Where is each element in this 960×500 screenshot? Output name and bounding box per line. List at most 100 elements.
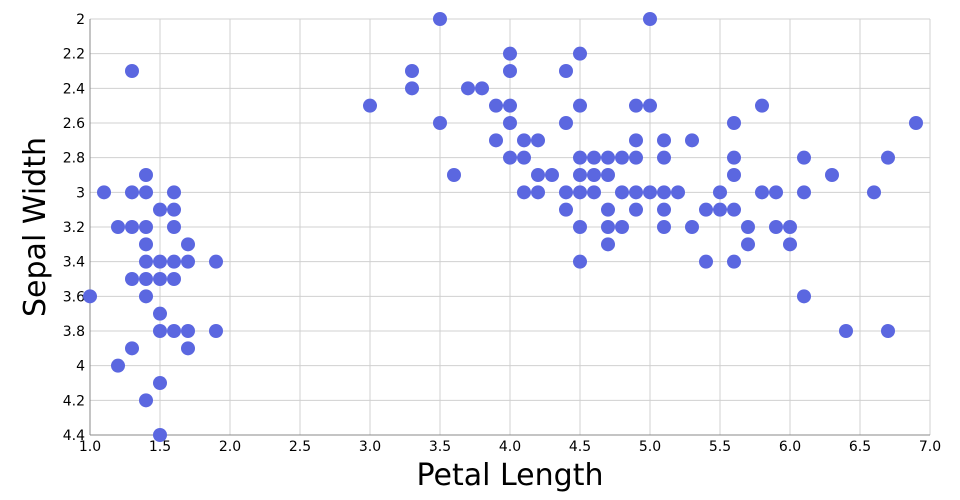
data-point — [139, 237, 153, 252]
data-point — [699, 254, 713, 269]
data-point — [573, 220, 587, 234]
x-tick-label: 5.0 — [639, 439, 661, 455]
data-point — [139, 272, 153, 286]
data-point — [167, 220, 181, 234]
data-point — [601, 168, 615, 182]
data-point — [727, 254, 741, 269]
x-axis-title: Petal Length — [417, 458, 604, 493]
data-point — [181, 237, 195, 252]
data-point — [139, 168, 153, 182]
x-tick-label: 4.5 — [569, 439, 591, 455]
data-point — [727, 150, 741, 165]
data-point — [615, 185, 629, 200]
data-point — [671, 185, 685, 200]
data-point — [139, 220, 153, 234]
data-point — [587, 168, 601, 182]
data-point — [657, 202, 671, 217]
data-point — [727, 202, 741, 217]
data-point — [83, 289, 97, 304]
data-point — [125, 341, 139, 356]
data-point — [881, 150, 895, 165]
data-point — [181, 341, 195, 356]
data-point — [489, 133, 503, 148]
data-point — [657, 220, 671, 234]
data-point — [643, 185, 657, 200]
data-point — [657, 150, 671, 165]
data-point — [167, 202, 181, 217]
data-point — [769, 220, 783, 234]
y-tick-label: 3 — [76, 185, 85, 201]
data-point — [601, 150, 615, 165]
data-point — [629, 185, 643, 200]
data-point — [769, 185, 783, 200]
data-point — [153, 202, 167, 217]
data-point — [111, 220, 125, 234]
data-point — [489, 98, 503, 113]
data-point — [209, 324, 223, 338]
data-point — [517, 185, 531, 200]
y-tick-label: 2.2 — [63, 47, 85, 63]
data-point — [601, 202, 615, 217]
data-point — [629, 150, 643, 165]
data-point — [503, 150, 517, 165]
data-point — [825, 168, 839, 182]
data-point — [699, 202, 713, 217]
data-point — [503, 98, 517, 113]
data-point — [573, 46, 587, 61]
data-point — [587, 150, 601, 165]
x-tick-label: 5.5 — [709, 439, 731, 455]
data-point — [657, 133, 671, 148]
data-point — [559, 202, 573, 217]
data-point — [405, 81, 419, 96]
data-point — [125, 185, 139, 200]
data-point — [125, 220, 139, 234]
data-point — [685, 133, 699, 148]
data-point — [741, 220, 755, 234]
data-point — [97, 185, 111, 200]
y-tick-label: 3.4 — [63, 255, 85, 271]
y-tick-label: 3.2 — [63, 220, 85, 236]
x-tick-label: 4.0 — [499, 439, 521, 455]
y-tick-label: 4.2 — [63, 393, 85, 409]
data-point — [601, 237, 615, 252]
data-point — [139, 289, 153, 304]
data-point — [559, 116, 573, 130]
data-point — [713, 202, 727, 217]
data-point — [153, 324, 167, 338]
data-point — [867, 185, 881, 200]
data-point — [405, 64, 419, 78]
data-point — [181, 324, 195, 338]
x-tick-label: 3.0 — [359, 439, 381, 455]
y-tick-label: 2.8 — [63, 151, 85, 167]
data-point — [629, 98, 643, 113]
data-point — [643, 98, 657, 113]
y-axis-title: Sepal Width — [18, 137, 53, 317]
data-point — [657, 185, 671, 200]
data-point — [755, 98, 769, 113]
data-point — [363, 98, 377, 113]
data-point — [517, 133, 531, 148]
data-point — [153, 306, 167, 321]
data-point — [153, 254, 167, 269]
x-tick-label: 3.5 — [429, 439, 451, 455]
data-points — [83, 12, 923, 442]
data-point — [503, 116, 517, 130]
x-tick-label: 6.0 — [779, 439, 801, 455]
data-point — [531, 185, 545, 200]
y-tick-label: 3.8 — [63, 324, 85, 340]
data-point — [881, 324, 895, 338]
x-tick-label: 1.5 — [149, 439, 171, 455]
data-point — [559, 64, 573, 78]
y-tick-labels: 2 2.2 2.4 2.6 2.8 3 3.2 3.4 3.6 3.8 4 4.2 4.4 — [63, 12, 85, 444]
data-point — [153, 428, 167, 442]
data-point — [167, 185, 181, 200]
data-point — [755, 185, 769, 200]
x-tick-labels: 1.0 1.5 2.0 2.5 3.0 3.5 4.0 4.5 5.0 5.5 6.0 6.5 7.0 — [79, 439, 941, 455]
data-point — [909, 116, 923, 130]
y-tick-label: 3.6 — [63, 289, 85, 305]
x-tick-label: 6.5 — [849, 439, 871, 455]
data-point — [139, 254, 153, 269]
data-point — [125, 272, 139, 286]
data-point — [461, 81, 475, 96]
data-point — [713, 185, 727, 200]
